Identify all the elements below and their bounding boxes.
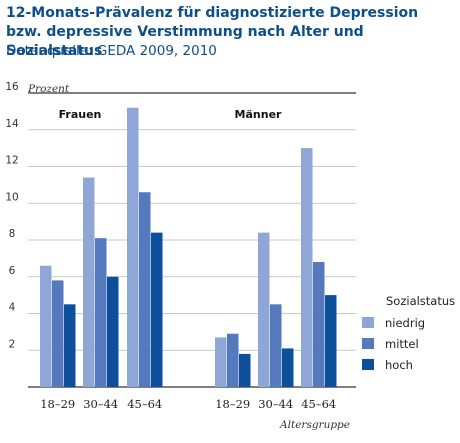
bar (301, 148, 313, 387)
legend-item-label: niedrig (385, 316, 425, 330)
legend-swatch (362, 359, 374, 370)
bar (215, 337, 227, 387)
y-tick-label: 10 (5, 191, 18, 203)
y-axis-label: Prozent (27, 83, 70, 95)
chart-title: 12-Monats-Prävalenz für diagnostizierte … (6, 5, 419, 59)
bar (40, 265, 52, 387)
bar (95, 238, 107, 387)
y-tick-label: 16 (5, 81, 19, 93)
bar (258, 232, 270, 387)
bar (139, 192, 151, 387)
x-category-label: 45–64 (127, 397, 162, 411)
y-tick-label: 12 (5, 155, 18, 167)
x-axis-categories: 18–29 30–44 45–64 18–29 30–44 45–64 (40, 397, 336, 411)
legend-swatch (362, 338, 374, 349)
bar (127, 107, 139, 387)
bar (83, 177, 95, 387)
y-tick-label: 2 (9, 338, 16, 350)
legend-title: Sozialstatus (386, 294, 455, 308)
y-axis-ticks: 2 4 6 8 10 12 14 16 (5, 81, 19, 350)
bars (40, 107, 337, 387)
x-category-label: 18–29 (215, 397, 250, 411)
x-axis-label: Altersgruppe (279, 419, 350, 431)
bar (227, 333, 239, 387)
y-tick-label: 14 (5, 118, 19, 130)
legend-item-label: hoch (385, 358, 413, 372)
panel-label: Frauen (59, 108, 102, 121)
x-category-label: 45–64 (301, 397, 336, 411)
bar (313, 262, 325, 387)
bar (270, 304, 282, 387)
bar (282, 348, 294, 387)
legend-item-label: mittel (385, 337, 419, 351)
panel-label: Männer (235, 108, 282, 121)
bar (52, 280, 64, 387)
x-category-label: 30–44 (83, 397, 118, 411)
data-source: Datenquelle: GEDA 2009, 2010 (6, 43, 217, 59)
bar (64, 304, 76, 387)
y-tick-label: 6 (9, 265, 16, 277)
panel-labels: Frauen Männer (59, 108, 282, 121)
x-category-label: 30–44 (258, 397, 293, 411)
y-tick-label: 4 (9, 302, 16, 314)
x-category-label: 18–29 (40, 397, 75, 411)
y-tick-label: 8 (9, 228, 16, 240)
legend: Sozialstatus niedrig mittel hoch (362, 294, 455, 372)
bar (325, 295, 337, 387)
legend-swatch (362, 317, 374, 328)
bar (239, 353, 251, 387)
bar (107, 276, 119, 387)
bar (151, 232, 163, 387)
